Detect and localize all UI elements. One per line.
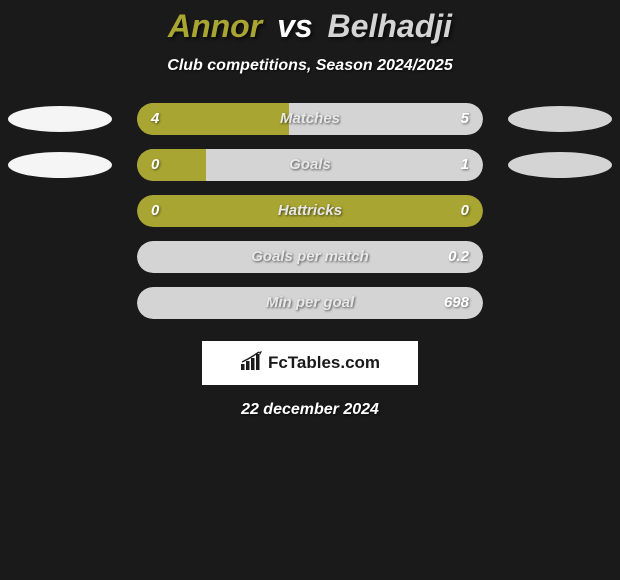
stat-right-value: 1 [461, 149, 469, 181]
stat-bar: 698Min per goal [137, 287, 483, 319]
stat-left-value: 0 [151, 195, 159, 227]
stat-right-value: 698 [444, 287, 469, 319]
vs-label: vs [277, 8, 313, 44]
player2-badge [508, 152, 612, 178]
stat-bar: 00Hattricks [137, 195, 483, 227]
comparison-card: Annor vs Belhadji Club competitions, Sea… [0, 0, 620, 419]
date: 22 december 2024 [0, 401, 620, 419]
subtitle: Club competitions, Season 2024/2025 [0, 57, 620, 75]
logo-chart-icon [240, 351, 264, 376]
stat-bar: 0.2Goals per match [137, 241, 483, 273]
stat-bar: 01Goals [137, 149, 483, 181]
logo-box: FcTables.com [202, 341, 418, 385]
page-title: Annor vs Belhadji [0, 8, 620, 45]
stat-left-value: 4 [151, 103, 159, 135]
player1-badge [8, 106, 112, 132]
stat-right-value: 0.2 [448, 241, 469, 273]
player1-badge [8, 152, 112, 178]
stat-bar: 45Matches [137, 103, 483, 135]
stat-row: 698Min per goal [0, 287, 620, 333]
player2-badge [508, 106, 612, 132]
player1-name: Annor [168, 8, 262, 44]
player2-name: Belhadji [328, 8, 452, 44]
stat-row: 00Hattricks [0, 195, 620, 241]
stat-row: 01Goals [0, 149, 620, 195]
stat-right-value: 0 [461, 195, 469, 227]
stat-left-value: 0 [151, 149, 159, 181]
logo-text: FcTables.com [268, 353, 380, 373]
stats-area: 45Matches01Goals00Hattricks0.2Goals per … [0, 103, 620, 333]
stat-right-value: 5 [461, 103, 469, 135]
stat-row: 45Matches [0, 103, 620, 149]
stat-row: 0.2Goals per match [0, 241, 620, 287]
